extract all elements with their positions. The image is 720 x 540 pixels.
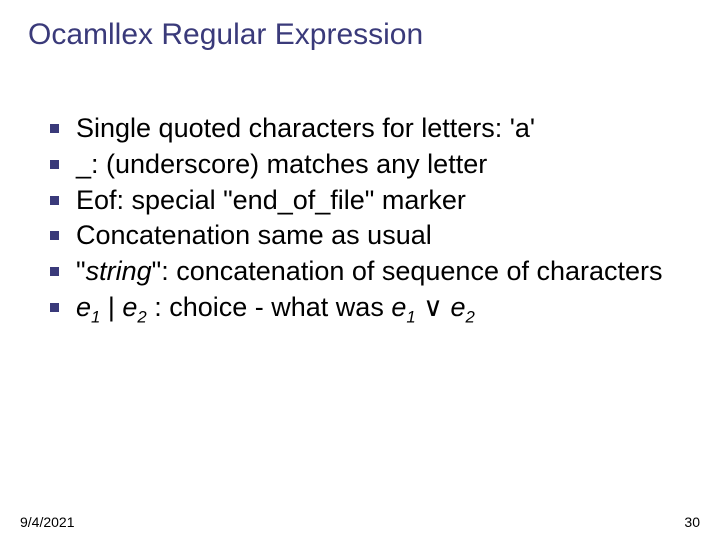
bullet-term: string [86,256,152,286]
bullet-text: : (underscore) matches any letter [91,149,487,179]
footer-page-number: 30 [684,514,700,530]
footer-date: 9/4/2021 [20,514,75,530]
bullet-term: _ [76,149,91,179]
bullet-quote: " [152,256,162,286]
bullet-item: Eof: special "end_of_file" marker [76,184,692,218]
bullet-quote: " [76,256,86,286]
bullet-text: Single quoted characters for letters: 'a… [76,113,535,143]
expr-or: ∨ [416,292,451,322]
bullet-text: : special "end_of_file" marker [117,185,466,215]
expr-sub: 1 [406,307,415,326]
bullet-item: "string": concatenation of sequence of c… [76,255,692,289]
expr-sub: 1 [91,307,100,326]
bullet-item: Single quoted characters for letters: 'a… [76,112,692,146]
slide-title: Ocamllex Regular Expression [28,18,692,52]
bullet-term: Eof [76,185,117,215]
expr-e: e [76,292,91,322]
bullet-item: Concatenation same as usual [76,219,692,253]
bullet-text: : concatenation of sequence of character… [161,256,662,286]
expr-op: | [100,292,122,322]
expr-e: e [391,292,406,322]
expr-sub: 2 [465,307,474,326]
expr-e: e [450,292,465,322]
slide-container: Ocamllex Regular Expression Single quote… [0,0,720,328]
bullet-text: : choice - what was [147,292,392,322]
bullet-item: e1 | e2 : choice - what was e1 ∨ e2 [76,291,692,328]
expr-e: e [122,292,137,322]
expr-sub: 2 [137,307,146,326]
slide-footer: 9/4/2021 30 [20,514,700,530]
bullet-list: Single quoted characters for letters: 'a… [28,112,692,328]
bullet-item: _: (underscore) matches any letter [76,148,692,182]
bullet-text: Concatenation same as usual [76,220,432,250]
